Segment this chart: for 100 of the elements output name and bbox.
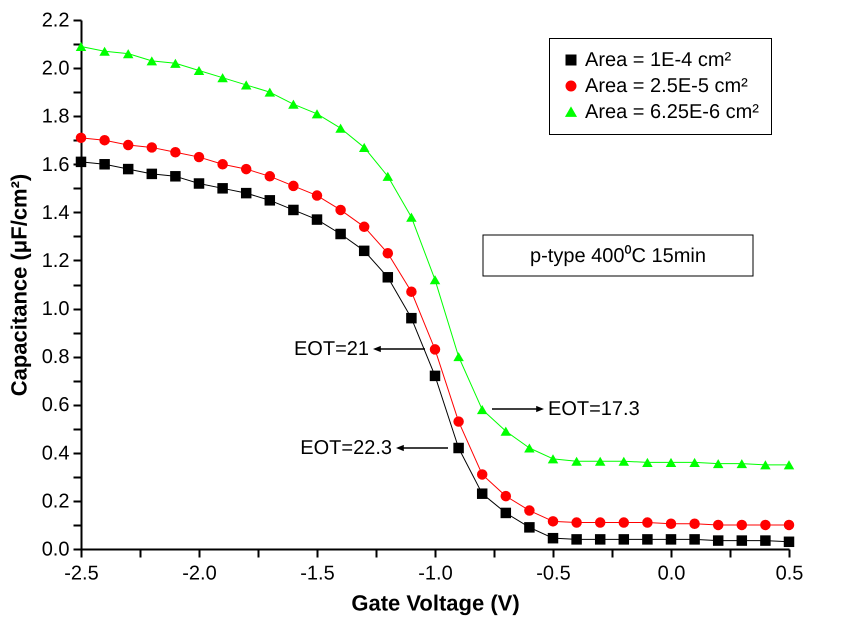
point	[666, 458, 676, 467]
point	[642, 517, 653, 528]
annotation: p-type 400⁰C 15min	[530, 244, 706, 267]
point	[406, 312, 417, 324]
point	[524, 505, 535, 516]
point	[240, 164, 252, 174]
point	[358, 246, 370, 256]
point	[548, 532, 558, 544]
y-tick-label: 1.8	[42, 106, 70, 128]
point	[288, 180, 299, 192]
point	[784, 536, 794, 548]
point	[784, 520, 794, 530]
point	[618, 456, 630, 466]
annotation: EOT=22.3	[300, 437, 392, 459]
y-tick-label: 1.2	[42, 250, 70, 272]
point	[642, 458, 653, 467]
point	[288, 100, 299, 109]
y-tick-label: 1.4	[42, 202, 70, 224]
point	[453, 442, 464, 454]
point	[736, 535, 748, 546]
point	[288, 204, 299, 216]
point	[618, 534, 630, 545]
x-tick-label: 0.5	[776, 562, 804, 584]
y-tick-label: 1.0	[42, 298, 70, 320]
point	[548, 454, 558, 464]
y-tick-label: 0.0	[42, 538, 70, 560]
point	[476, 488, 488, 499]
point	[335, 228, 346, 240]
point	[689, 534, 700, 545]
point	[571, 456, 582, 466]
point	[784, 460, 794, 470]
point	[594, 517, 606, 528]
point	[382, 272, 394, 283]
x-tick-label: -0.5	[536, 562, 571, 584]
point	[712, 459, 724, 468]
legend-label: Area = 1E-4 cm²	[585, 49, 732, 71]
point	[736, 459, 748, 468]
point	[240, 188, 252, 198]
point	[358, 142, 370, 152]
point	[736, 520, 748, 530]
point	[382, 172, 394, 181]
y-tick-label: 0.2	[42, 490, 70, 512]
point	[476, 404, 488, 414]
point	[122, 140, 134, 150]
point	[122, 164, 134, 174]
point	[217, 159, 228, 170]
point	[170, 171, 181, 182]
legend-label: Area = 2.5E-5 cm²	[585, 75, 748, 97]
point	[264, 195, 276, 206]
point	[146, 168, 158, 180]
y-tick-label: 0.6	[42, 394, 70, 416]
point	[382, 248, 394, 258]
point	[689, 458, 700, 467]
y-tick-label: 2.0	[42, 58, 70, 80]
point	[453, 352, 464, 362]
point	[358, 222, 370, 232]
point	[666, 534, 676, 545]
point	[406, 286, 417, 297]
point	[335, 124, 346, 133]
y-tick-label: 0.8	[42, 346, 70, 368]
y-tick-label: 0.4	[42, 442, 70, 464]
point	[618, 517, 630, 528]
point	[335, 204, 346, 216]
point	[170, 58, 181, 68]
point	[571, 534, 582, 545]
point	[122, 49, 134, 58]
point	[194, 66, 204, 76]
point	[500, 426, 512, 436]
point	[194, 152, 204, 162]
y-tick-label: 1.6	[42, 154, 70, 176]
x-axis-title: Gate Voltage (V)	[351, 590, 520, 616]
point	[146, 56, 158, 66]
annotation: EOT=21	[294, 338, 369, 360]
point	[312, 190, 322, 201]
point	[406, 212, 417, 222]
point	[76, 132, 86, 144]
point	[712, 535, 724, 546]
point	[548, 516, 558, 527]
point	[642, 534, 653, 545]
point	[666, 518, 676, 529]
point	[99, 46, 110, 56]
point	[760, 460, 771, 470]
point	[430, 275, 440, 284]
point	[99, 159, 110, 170]
y-tick-label: 2.2	[42, 10, 70, 32]
point	[760, 535, 771, 546]
legend-label: Area = 6.25E-6 cm²	[585, 101, 760, 123]
point	[760, 520, 771, 530]
point	[312, 109, 322, 118]
x-tick-label: -1.0	[418, 562, 453, 584]
point	[264, 88, 276, 97]
x-tick-label: -2.0	[182, 562, 217, 584]
point	[712, 520, 724, 530]
point	[170, 147, 181, 158]
point	[194, 178, 204, 189]
point	[430, 344, 440, 355]
point	[240, 80, 252, 90]
point	[524, 443, 535, 453]
y-axis-title: Capacitance (μF/cm²)	[6, 174, 32, 396]
point	[689, 518, 700, 529]
